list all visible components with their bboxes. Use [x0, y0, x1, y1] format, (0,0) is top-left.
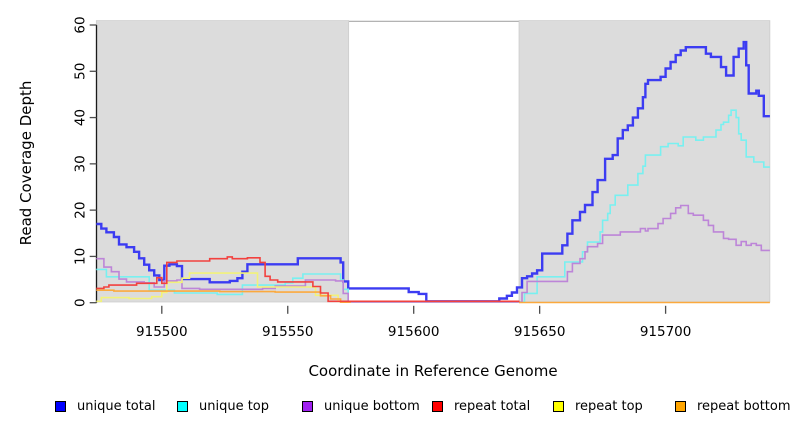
series-line-unique-bottom — [96, 204, 770, 303]
series-line-unique-total — [96, 40, 770, 303]
series-line-repeat-total — [96, 256, 520, 303]
legend-swatch-repeat-top — [553, 400, 564, 412]
legend-label-unique-bottom: unique bottom — [324, 398, 420, 414]
legend-swatch-repeat-total — [432, 400, 443, 412]
y-tick-label: 0 — [73, 298, 89, 307]
legend-item-unique-total: unique total — [55, 398, 155, 414]
y-tick-label: 10 — [73, 248, 89, 265]
legend-label-repeat-top: repeat top — [575, 398, 643, 414]
x-tick-label: 915650 — [514, 324, 566, 340]
x-tick-label: 915700 — [640, 324, 692, 340]
legend-label-repeat-total: repeat total — [454, 398, 531, 414]
legend-label-repeat-bottom: repeat bottom — [697, 398, 791, 414]
legend-swatch-repeat-bottom — [675, 400, 686, 412]
legend-swatch-unique-total — [55, 400, 66, 412]
y-tick-label: 30 — [73, 155, 89, 172]
x-tick-label: 915550 — [262, 324, 314, 340]
series-line-repeat-top — [96, 272, 349, 303]
y-tick-label: 50 — [73, 63, 89, 80]
legend-swatch-unique-bottom — [302, 400, 313, 412]
legend-item-repeat-total: repeat total — [432, 398, 530, 414]
series-line-repeat-bottom — [96, 289, 351, 303]
legend-item-repeat-bottom: repeat bottom — [675, 398, 791, 414]
shaded-region-0 — [95, 20, 350, 303]
y-tick-label: 20 — [73, 202, 89, 219]
legend-item-repeat-top: repeat top — [553, 398, 643, 414]
x-axis-title: Coordinate in Reference Genome — [308, 362, 558, 380]
series-line-unique-top — [96, 109, 770, 303]
legend-label-unique-top: unique top — [199, 398, 270, 414]
y-tick-label: 40 — [73, 109, 89, 126]
legend-item-unique-top: unique top — [177, 398, 269, 414]
shaded-region-1 — [518, 20, 771, 303]
x-tick-label: 915600 — [388, 324, 440, 340]
y-axis-title: Read Coverage Depth — [17, 80, 35, 246]
legend-swatch-unique-top — [177, 400, 188, 412]
y-tick-label: 60 — [73, 16, 89, 33]
legend-label-unique-total: unique total — [77, 398, 156, 414]
x-tick-label: 915500 — [136, 324, 188, 340]
legend-item-unique-bottom: unique bottom — [302, 398, 420, 414]
